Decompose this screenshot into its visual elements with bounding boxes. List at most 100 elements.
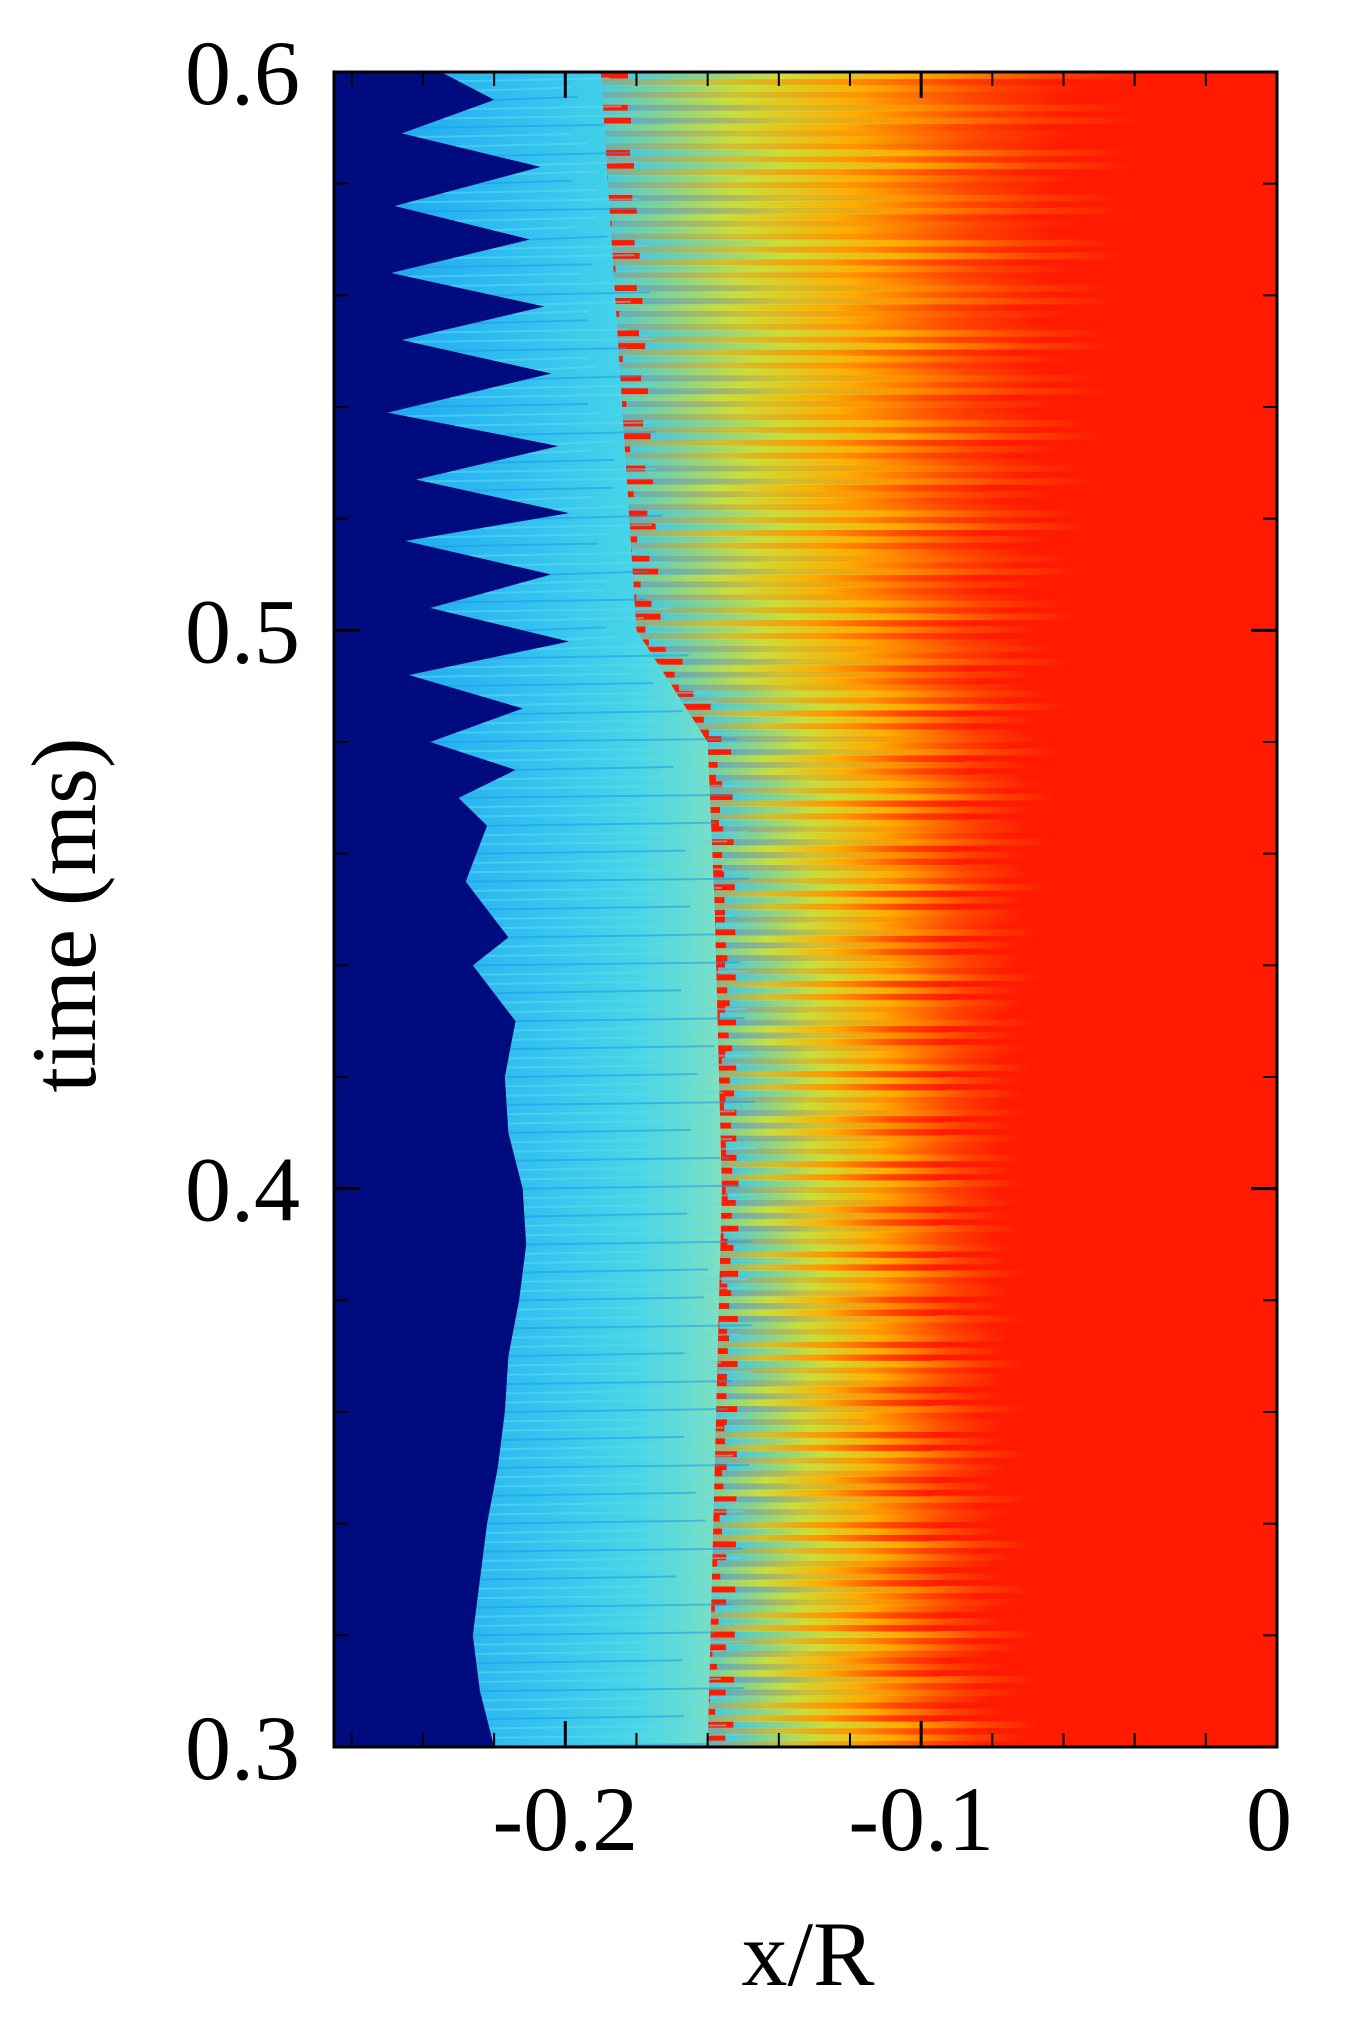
mixing-streak [415, 672, 632, 678]
reaction-stripe [639, 252, 1127, 260]
reaction-stripe [685, 845, 958, 853]
mixing-streak [517, 1166, 691, 1172]
reaction-stripe [734, 1089, 1027, 1097]
reaction-stripe [727, 1238, 1005, 1246]
reaction-stripe [726, 1392, 1007, 1400]
reaction-stripe [736, 1154, 1025, 1162]
mixing-streak [524, 1212, 687, 1218]
mixing-streak [475, 1612, 690, 1618]
mixing-streak [548, 440, 618, 446]
mixing-streak [476, 1659, 683, 1665]
mixing-streak [505, 1389, 690, 1395]
reaction-stripe [723, 1231, 997, 1239]
reaction-stripe [692, 993, 953, 1001]
mixing-streak [503, 1417, 752, 1423]
reaction-stripe [736, 1495, 1032, 1503]
mixing-streak [492, 356, 588, 362]
reaction-stripe [682, 1714, 941, 1722]
mixing-streak [561, 635, 618, 641]
mixing-streak [505, 1082, 687, 1088]
unburnt-region [334, 72, 569, 1747]
reaction-stripe [593, 110, 1067, 118]
reaction-stripe [724, 896, 1027, 904]
mixing-streak [466, 486, 613, 492]
mixing-streak [498, 1454, 734, 1460]
mixing-streak [522, 1184, 741, 1190]
mixing-streak [442, 114, 639, 120]
reaction-stripe [725, 1096, 1009, 1104]
reaction-stripe [600, 84, 1087, 92]
reaction-stripe [595, 142, 1063, 150]
mixing-streak [452, 254, 635, 260]
mixing-streak [517, 579, 607, 585]
reaction-stripe [599, 200, 1059, 208]
mixing-streak [492, 226, 576, 232]
reaction-stripe [690, 1354, 935, 1362]
mixing-streak [483, 831, 747, 837]
reaction-stripe [723, 825, 1036, 833]
mixing-streak [473, 1640, 746, 1646]
reaction-stripe [692, 1476, 942, 1484]
reaction-stripe [684, 1624, 937, 1632]
mixing-streak [443, 188, 598, 194]
reaction-stripe [615, 368, 1052, 376]
reaction-stripe [648, 638, 1033, 646]
reaction-stripe [695, 1205, 942, 1213]
mixing-streak [486, 1715, 684, 1721]
mixing-streak [458, 747, 736, 753]
reaction-stripe [597, 394, 1010, 402]
reaction-stripe [727, 1328, 1007, 1336]
mixing-streak [501, 924, 750, 930]
mixing-streak [492, 291, 651, 297]
mixing-streak [483, 1547, 743, 1553]
reaction-stripe [607, 175, 1082, 183]
mixing-streak [486, 458, 615, 464]
reaction-stripe [636, 593, 1035, 601]
mixing-streak [487, 905, 691, 911]
reaction-stripe [710, 832, 1010, 840]
reaction-stripe [611, 323, 1054, 331]
reaction-stripe [602, 484, 996, 492]
mixing-streak [455, 728, 691, 734]
reaction-stripe [735, 1585, 1036, 1593]
reaction-stripe [695, 1160, 942, 1168]
mixing-streak [487, 756, 694, 762]
reaction-stripe [724, 961, 1022, 969]
mixing-streak [515, 1017, 745, 1023]
reaction-stripe [599, 226, 1054, 234]
reaction-stripe [701, 1727, 980, 1735]
mixing-streak [494, 151, 631, 157]
reaction-stripe [715, 774, 1030, 782]
x-axis-label: x/R [742, 1903, 876, 2005]
mixing-streak [535, 300, 631, 306]
mixing-streak [507, 1110, 735, 1116]
reaction-stripe [630, 149, 1131, 157]
mixing-streak [533, 644, 667, 650]
reaction-stripe [717, 1560, 998, 1568]
reaction-stripe [603, 233, 1059, 241]
reaction-stripe [728, 1031, 1022, 1039]
reaction-stripe [703, 1682, 980, 1690]
mixing-streak [492, 1491, 696, 1497]
mixing-streak [453, 421, 648, 427]
reaction-stripe [738, 1225, 1027, 1233]
reaction-stripe [634, 239, 1120, 247]
reaction-stripe [602, 245, 1055, 253]
reaction-stripe [679, 696, 1015, 704]
y-axis-label: time (ms) [13, 737, 115, 1092]
reaction-stripe [591, 97, 1066, 105]
reaction-stripe [722, 864, 1028, 872]
reaction-stripe [705, 1637, 981, 1645]
reaction-stripe [686, 1534, 934, 1542]
reaction-stripe [703, 716, 1038, 724]
mixing-streak [476, 1603, 733, 1609]
reaction-stripe [632, 194, 1126, 202]
reaction-stripe [626, 561, 1024, 569]
reaction-stripe [649, 555, 1072, 563]
reaction-stripe [727, 1283, 1006, 1291]
mixing-streak [444, 663, 661, 669]
reaction-stripe [695, 1173, 941, 1181]
mixing-streak [496, 775, 706, 781]
reaction-stripe [731, 1289, 1014, 1297]
reaction-stripe [690, 1656, 952, 1664]
